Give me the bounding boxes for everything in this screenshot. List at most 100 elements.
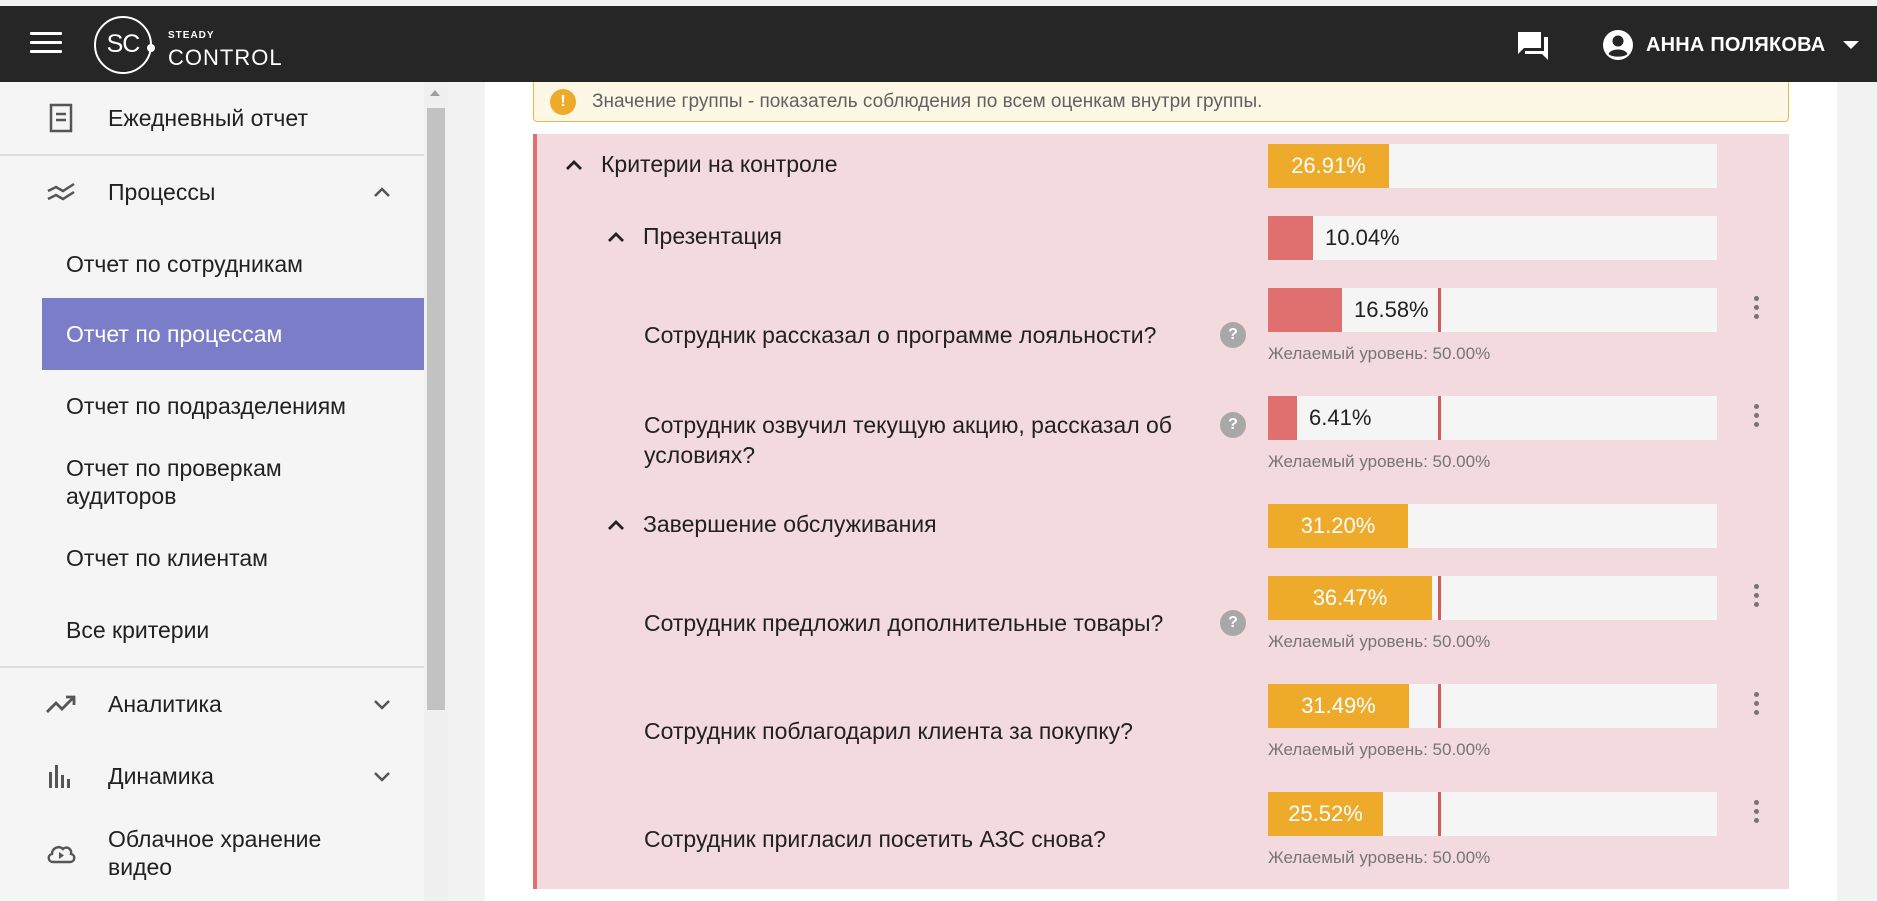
divider [0, 666, 424, 668]
main-content: ! Значение группы - показатель соблюдени… [485, 82, 1837, 901]
group-title: Критерии на контроле [601, 151, 838, 177]
sidebar-item-processes[interactable]: Процессы [0, 156, 424, 228]
target-level-text: Желаемый уровень: 50.00% [1268, 848, 1491, 867]
sidebar-subitem-clients[interactable]: Отчет по клиентам [42, 522, 424, 594]
progress-bar: 6.41% [1268, 396, 1717, 440]
sidebar-subitem-label: Отчет по клиентам [66, 545, 268, 571]
progress-fill [1268, 576, 1432, 620]
sidebar: Ежедневный отчет Процессы Отчет по сотру… [0, 82, 424, 901]
progress-value: 25.52% [1288, 801, 1363, 826]
chevron-down-icon[interactable] [370, 692, 394, 716]
target-level-text: Желаемый уровень: 50.00% [1268, 452, 1491, 471]
criterion-title: Сотрудник поблагодарил клиента за покупк… [644, 718, 1133, 744]
logo-dot [147, 44, 155, 52]
sidebar-item-analytics[interactable]: Аналитика [0, 668, 424, 740]
sidebar-subitem-label: Отчет по подразделениям [66, 393, 346, 419]
progress-bar: 10.04% [1268, 216, 1717, 260]
progress-bar: 36.47% [1268, 576, 1717, 620]
target-level-marker [1438, 396, 1441, 440]
sidebar-item-cloud-video[interactable]: Облачное хранение видео [0, 812, 424, 894]
help-icon[interactable]: ? [1220, 322, 1246, 348]
progress-value: 10.04% [1325, 225, 1400, 250]
user-name: АННА ПОЛЯКОВА [1646, 33, 1826, 56]
criterion-title: Сотрудник пригласил посетить АЗС снова? [644, 826, 1106, 852]
sidebar-item-daily-report[interactable]: Ежедневный отчет [0, 82, 424, 154]
info-banner: ! Значение группы - показатель соблюдени… [533, 82, 1789, 122]
chevron-down-icon[interactable] [370, 764, 394, 788]
sidebar-subitem-label: Отчет по проверкам аудиторов [66, 455, 282, 509]
chevron-up-icon[interactable] [605, 226, 627, 248]
more-vert-icon[interactable] [1748, 692, 1764, 720]
criterion-title: Сотрудник рассказал о программе лояльнос… [644, 322, 1157, 348]
progress-fill [1268, 396, 1297, 440]
sidebar-item-dynamics[interactable]: Динамика [0, 740, 424, 812]
progress-fill [1268, 216, 1313, 260]
progress-fill [1268, 792, 1383, 836]
progress-value: 26.91% [1291, 153, 1366, 178]
help-icon[interactable]: ? [1220, 412, 1246, 438]
hamburger-menu-icon[interactable] [30, 32, 62, 56]
target-level-marker [1438, 576, 1441, 620]
progress-value: 31.49% [1301, 693, 1376, 718]
sidebar-subitem-employees[interactable]: Отчет по сотрудникам [42, 228, 424, 300]
more-vert-icon[interactable] [1748, 296, 1764, 324]
progress-bar: 26.91% [1268, 144, 1717, 188]
sidebar-item-label: Процессы [108, 179, 216, 205]
document-icon [44, 101, 78, 135]
chevron-up-icon[interactable] [605, 514, 627, 536]
more-vert-icon[interactable] [1748, 404, 1764, 432]
sidebar-subitem-processes-report[interactable]: Отчет по процессам [42, 298, 424, 370]
progress-fill [1268, 684, 1409, 728]
progress-fill [1268, 288, 1342, 332]
section-title: Презентация [643, 223, 782, 249]
scroll-up-arrow-icon[interactable] [430, 90, 440, 96]
sidebar-subitem-label: Все критерии [66, 617, 210, 643]
sidebar-item-label: Аналитика [108, 691, 222, 717]
more-vert-icon[interactable] [1748, 800, 1764, 828]
logo-bottom-text: CONTROL [168, 45, 283, 70]
logo[interactable]: SC STEADY CONTROL [94, 16, 294, 74]
progress-bar: 31.20% [1268, 504, 1717, 548]
caret-down-icon [1843, 41, 1860, 49]
sidebar-subitem-label: Отчет по процессам [66, 321, 283, 347]
target-level-marker [1438, 288, 1441, 332]
sidebar-item-label: Ежедневный отчет [108, 105, 308, 131]
progress-value: 36.47% [1312, 585, 1388, 610]
account-circle-icon [1603, 30, 1633, 60]
chevron-up-icon[interactable] [563, 154, 585, 176]
user-menu[interactable]: АННА ПОЛЯКОВА [1602, 28, 1860, 62]
more-vert-icon[interactable] [1748, 584, 1764, 612]
trending-up-icon [44, 687, 78, 721]
info-icon: ! [550, 88, 576, 115]
sidebar-subitem-departments[interactable]: Отчет по подразделениям [42, 370, 424, 442]
criterion-title: Сотрудник озвучил текущую акцию, рассказ… [644, 412, 1172, 468]
target-level-marker [1438, 684, 1441, 728]
sidebar-scrollbar[interactable] [424, 82, 448, 901]
cloud-video-icon [44, 836, 78, 870]
progress-value: 31.20% [1300, 513, 1376, 538]
progress-bar: 31.49% [1268, 684, 1717, 728]
progress-bar: 16.58% [1268, 288, 1717, 332]
target-level-marker [1438, 792, 1441, 836]
help-icon[interactable]: ? [1220, 610, 1246, 636]
section-title: Завершение обслуживания [643, 511, 937, 537]
info-text: Значение группы - показатель соблюдения … [592, 90, 1263, 112]
progress-value: 16.58% [1354, 297, 1429, 322]
progress-fill [1268, 504, 1408, 548]
scroll-thumb[interactable] [427, 108, 445, 710]
chevron-up-icon[interactable] [370, 180, 394, 204]
progress-bar: 25.52% [1268, 792, 1717, 836]
sidebar-subitem-auditors[interactable]: Отчет по проверкам аудиторов [42, 442, 424, 522]
criterion-title: Сотрудник предложил дополнительные товар… [644, 610, 1164, 636]
processes-icon [44, 175, 78, 209]
sidebar-subitem-all-criteria[interactable]: Все критерии [42, 594, 424, 666]
progress-fill [1268, 144, 1389, 188]
target-level-text: Желаемый уровень: 50.00% [1268, 632, 1491, 651]
chat-icon[interactable] [1516, 30, 1550, 62]
target-level-text: Желаемый уровень: 50.00% [1268, 344, 1491, 363]
logo-mark: SC [94, 16, 152, 74]
divider [0, 154, 424, 156]
sidebar-subitem-label: Отчет по сотрудникам [66, 251, 303, 277]
target-level-text: Желаемый уровень: 50.00% [1268, 740, 1491, 759]
logo-top-text: STEADY [168, 30, 215, 41]
